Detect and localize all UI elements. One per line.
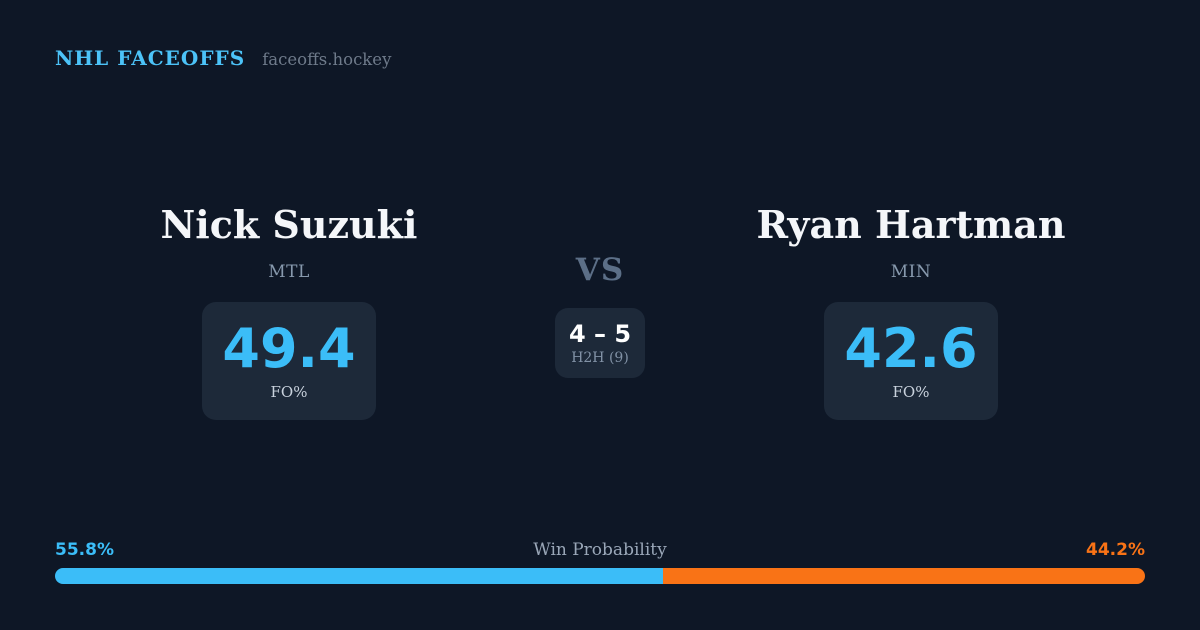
versus-panel: VS 4 – 5 H2H (9)	[500, 252, 700, 378]
faceoff-percentage-value: 42.6	[844, 317, 978, 380]
player-panel-left: Nick Suzuki MTL 49.4 FO%	[99, 202, 479, 420]
faceoff-percentage-label: FO%	[892, 383, 930, 401]
header: NHL FACEOFFS faceoffs.hockey	[55, 46, 391, 70]
win-probability-right-value: 44.2%	[1086, 540, 1145, 560]
faceoff-percentage-label: FO%	[270, 383, 308, 401]
head-to-head-box: 4 – 5 H2H (9)	[555, 308, 645, 378]
win-probability-bar	[55, 568, 1145, 584]
player-panel-right: Ryan Hartman MIN 42.6 FO%	[721, 202, 1101, 420]
faceoff-stat-box: 49.4 FO%	[202, 302, 376, 420]
win-bar-left	[55, 568, 664, 584]
brand-title: NHL FACEOFFS	[55, 46, 246, 70]
faceoff-stat-box: 42.6 FO%	[824, 302, 998, 420]
win-bar-right	[663, 568, 1145, 584]
site-url: faceoffs.hockey	[262, 50, 392, 69]
player-team: MTL	[268, 262, 310, 282]
head-to-head-label: H2H (9)	[571, 349, 629, 366]
player-name: Ryan Hartman	[756, 202, 1066, 247]
player-name: Nick Suzuki	[160, 202, 418, 247]
head-to-head-score: 4 – 5	[568, 319, 632, 348]
versus-label: VS	[575, 252, 625, 288]
win-probability-left-value: 55.8%	[55, 540, 114, 560]
player-team: MIN	[890, 262, 932, 282]
faceoff-percentage-value: 49.4	[222, 317, 356, 380]
win-probability-section: 55.8% Win Probability 44.2%	[55, 540, 1145, 584]
win-probability-labels: 55.8% Win Probability 44.2%	[55, 540, 1145, 562]
win-probability-title: Win Probability	[533, 540, 667, 560]
